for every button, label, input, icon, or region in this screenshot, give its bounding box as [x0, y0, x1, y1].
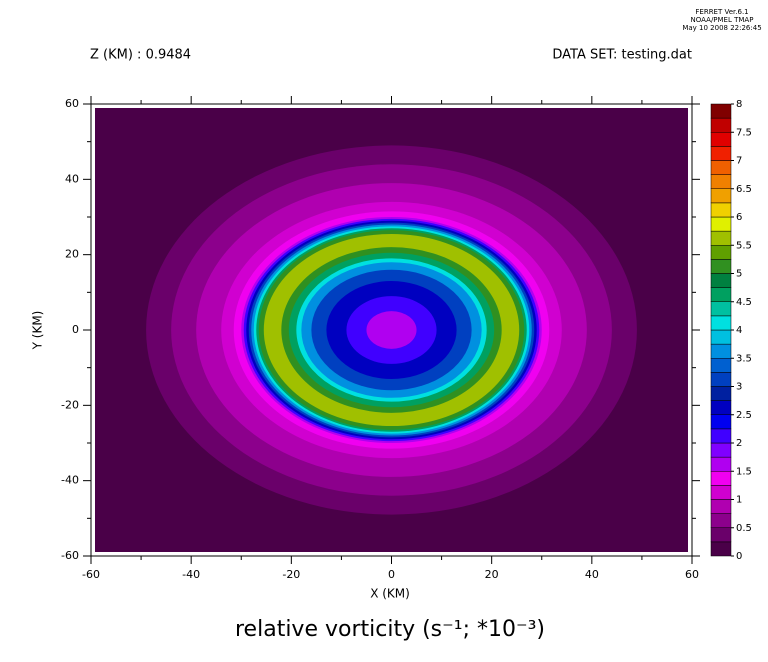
colorbar-swatch: [710, 372, 732, 387]
colorbar-label: 8: [736, 99, 742, 110]
colorbar-swatch: [710, 259, 732, 274]
colorbar-label: 3: [736, 382, 742, 393]
colorbar-swatch: [710, 386, 732, 401]
colorbar-swatch: [710, 301, 732, 317]
colorbar-swatch: [710, 471, 732, 486]
colorbar-swatch: [710, 273, 732, 288]
colorbar-label: 6.5: [736, 184, 752, 195]
colorbar-label: 4.5: [736, 297, 752, 308]
colorbar-swatch: [710, 188, 732, 204]
colorbar-swatch: [710, 343, 732, 359]
colorbar-swatch: [710, 216, 732, 232]
y-tick-label: -60: [61, 549, 79, 562]
colorbar-swatch: [710, 485, 732, 500]
header-line: NOAA/PMEL TMAP: [691, 16, 754, 24]
header-line: May 10 2008 22:26:45: [682, 24, 761, 32]
colorbar-label: 1: [736, 495, 742, 506]
colorbar-swatch: [710, 456, 732, 472]
colorbar-swatch: [710, 146, 732, 161]
colorbar-swatch: [710, 315, 732, 331]
colorbar-swatch: [710, 400, 732, 415]
x-tick-label: 20: [485, 568, 499, 581]
colorbar-swatch: [710, 132, 732, 147]
colorbar-swatch: [710, 499, 732, 514]
colorbar-swatch: [710, 442, 732, 458]
colorbar-swatch: [710, 245, 732, 260]
colorbar-label: 7.5: [736, 127, 752, 138]
colorbar-label: 5.5: [736, 240, 752, 251]
colorbar-swatch: [710, 202, 732, 218]
colorbar-label: 0: [736, 551, 742, 562]
colorbar-swatch: [710, 428, 732, 444]
colorbar-swatch: [710, 329, 732, 345]
x-tick-label: -40: [182, 568, 200, 581]
colorbar-swatch: [710, 513, 732, 528]
colorbar-label: 3.5: [736, 353, 752, 364]
colorbar-label: 5: [736, 269, 742, 280]
colorbar-label: 6: [736, 212, 742, 223]
colorbar-label: 7: [736, 156, 742, 167]
y-tick-label: 40: [65, 172, 79, 185]
colorbar-swatch: [710, 541, 732, 557]
y-tick-label: 60: [65, 97, 79, 110]
colorbar-swatch: [710, 414, 732, 430]
chart-title: relative vorticity (s⁻¹; *10⁻³): [235, 617, 545, 642]
x-tick-label: 60: [685, 568, 699, 581]
subtitle-left: Z (KM) : 0.9484: [90, 48, 191, 63]
colorbar-label: 0.5: [736, 523, 752, 534]
colorbar-swatch: [710, 174, 732, 189]
colorbar-swatch: [710, 103, 732, 119]
y-axis-label: Y (KM): [31, 311, 45, 351]
colorbar-label: 2: [736, 438, 742, 449]
x-tick-label: -20: [282, 568, 300, 581]
colorbar-swatch: [710, 287, 732, 302]
y-tick-label: 0: [72, 323, 79, 336]
y-tick-label: -40: [61, 474, 79, 487]
colorbar-label: 1.5: [736, 466, 752, 477]
colorbar-label: 2.5: [736, 410, 752, 421]
x-tick-label: 40: [585, 568, 599, 581]
x-axis-label: X (KM): [370, 587, 410, 601]
subtitle-right: DATA SET: testing.dat: [552, 48, 692, 63]
colorbar-label: 4: [736, 325, 742, 336]
y-tick-label: -20: [61, 398, 79, 411]
y-tick-label: 20: [65, 248, 79, 261]
colorbar-swatch: [710, 358, 732, 373]
colorbar-swatch: [710, 160, 732, 175]
colorbar-swatch: [710, 527, 732, 543]
colorbar-swatch: [710, 117, 732, 133]
x-tick-label: -60: [82, 568, 100, 581]
contour-band: [366, 311, 417, 349]
header-line: FERRET Ver.6.1: [695, 8, 748, 16]
x-tick-label: 0: [388, 568, 395, 581]
colorbar-swatch: [710, 230, 732, 246]
